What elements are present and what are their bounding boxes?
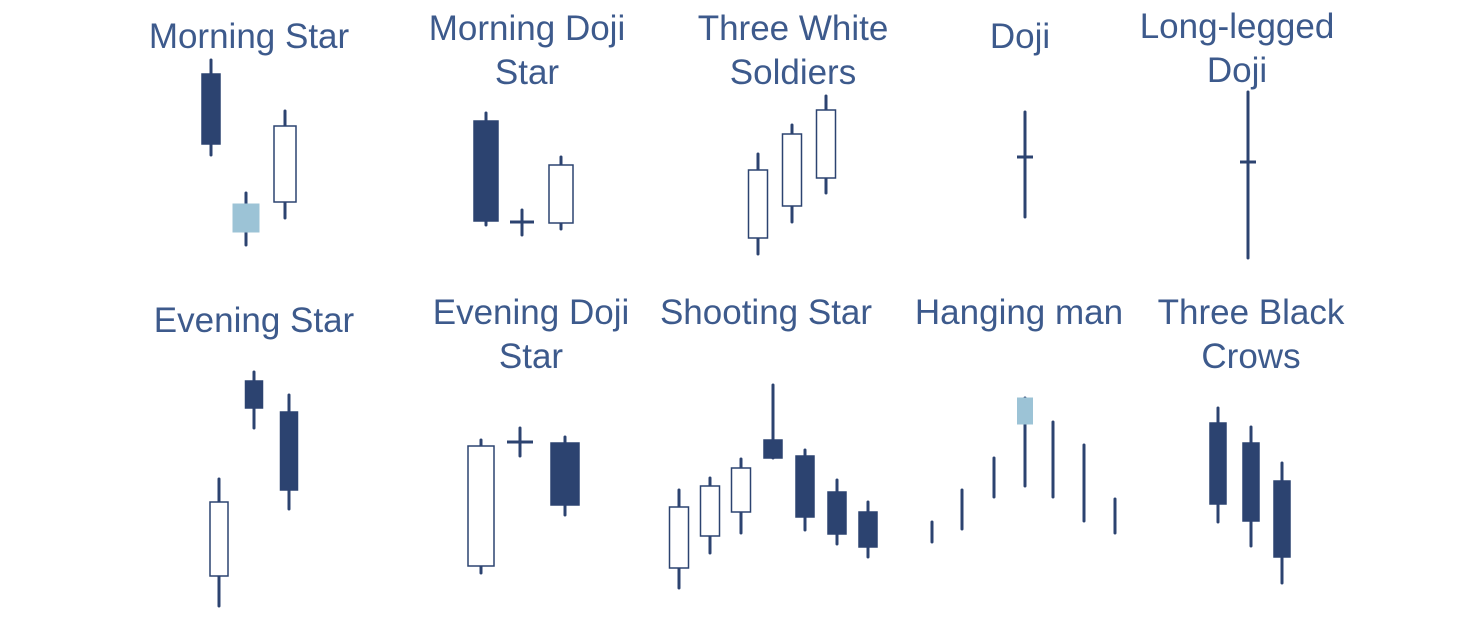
pattern-candles [201, 58, 1291, 608]
three-black-crows-candle-1 [1209, 406, 1227, 524]
evening-doji-star-candle-3 [550, 435, 580, 517]
doji-candles [1017, 110, 1033, 219]
long-legged-doji-candle-1 [1240, 90, 1256, 260]
three-white-soldiers-title-line: Soldiers [730, 53, 856, 92]
morning-doji-star-title-line: Star [495, 53, 560, 92]
three-black-crows-candle-3 [1273, 461, 1291, 585]
doji-candle-1 [1017, 110, 1033, 219]
candle-body [668, 506, 690, 569]
candle-body [209, 501, 229, 577]
candle-body [730, 467, 752, 513]
long-legged-doji-title-line: Long-legged [1140, 7, 1335, 46]
three-black-crows-title-line: Crows [1201, 337, 1300, 376]
candle-body [827, 491, 847, 535]
candle-body [548, 164, 574, 224]
morning-doji-star-candle-3 [548, 155, 574, 231]
morning-doji-star-candles [473, 111, 574, 237]
candle-body [699, 485, 721, 537]
long-legged-doji-title-line: Doji [1207, 51, 1267, 90]
long-legged-doji-title: Long-legged Doji [1140, 7, 1335, 90]
evening-star-candles [209, 370, 299, 608]
candle-body [763, 439, 783, 459]
evening-star-title: Evening Star [154, 301, 355, 340]
shooting-star-candles [668, 383, 878, 590]
evening-doji-star-title: Evening Doji Star [433, 293, 630, 376]
candle-body [201, 73, 221, 145]
shooting-star-candle-2 [699, 476, 721, 555]
three-black-crows-candle-2 [1242, 425, 1260, 548]
evening-doji-star-candle-2 [507, 426, 533, 458]
morning-star-candle-2 [232, 191, 260, 247]
candle-body [1209, 422, 1227, 505]
candle-body [795, 455, 815, 518]
three-white-soldiers-candle-2 [781, 123, 803, 224]
hanging-man-candle-4 [1017, 396, 1033, 488]
candle-body [858, 511, 878, 548]
candle-body [550, 442, 580, 506]
shooting-star-candle-3 [730, 457, 752, 535]
candle-body [781, 133, 803, 207]
shooting-star-title-line: Shooting Star [660, 293, 872, 332]
doji-title-line: Doji [990, 17, 1050, 56]
three-black-crows-candles [1209, 406, 1291, 585]
hanging-man-candles [930, 396, 1117, 544]
three-white-soldiers-candle-1 [747, 152, 769, 256]
morning-doji-star-candle-2 [510, 208, 534, 237]
shooting-star-title: Shooting Star [660, 293, 872, 332]
three-white-soldiers-candles [747, 94, 837, 256]
candle-body [473, 120, 499, 222]
candle-body [1273, 480, 1291, 558]
shooting-star-candle-5 [795, 448, 815, 532]
candle-body [279, 411, 299, 491]
candle-body [273, 125, 297, 203]
morning-doji-star-title: Morning Doji Star [429, 9, 625, 92]
candle-body [232, 203, 260, 233]
shooting-star-candle-1 [668, 488, 690, 590]
evening-star-candle-1 [209, 477, 229, 608]
evening-doji-star-title-line: Star [499, 337, 564, 376]
candle-body [467, 445, 495, 567]
candle-body [1017, 397, 1033, 425]
evening-star-candle-3 [279, 393, 299, 511]
three-black-crows-title: Three Black Crows [1158, 293, 1345, 376]
candle-body [1242, 442, 1260, 522]
morning-star-title-line: Morning Star [149, 17, 350, 56]
shooting-star-candle-6 [827, 478, 847, 546]
morning-doji-star-candle-1 [473, 111, 499, 227]
hanging-man-title-line: Hanging man [915, 293, 1123, 332]
shooting-star-candle-7 [858, 500, 878, 559]
evening-star-candle-2 [244, 370, 264, 430]
evening-star-title-line: Evening Star [154, 301, 355, 340]
morning-star-candles [201, 58, 297, 247]
hanging-man-title: Hanging man [915, 293, 1123, 332]
three-white-soldiers-title-line: Three White [698, 9, 889, 48]
evening-doji-star-candles [467, 426, 580, 575]
evening-doji-star-title-line: Evening Doji [433, 293, 630, 332]
candle-body [815, 109, 837, 179]
three-white-soldiers-candle-3 [815, 94, 837, 195]
evening-doji-star-candle-1 [467, 438, 495, 575]
morning-star-title: Morning Star [149, 17, 350, 56]
morning-doji-star-title-line: Morning Doji [429, 9, 625, 48]
morning-star-candle-3 [273, 109, 297, 220]
shooting-star-candle-4 [763, 383, 783, 460]
candle-body [747, 169, 769, 239]
doji-title: Doji [990, 17, 1050, 56]
morning-star-candle-1 [201, 58, 221, 157]
pattern-titles: Morning Star Morning Doji Star Three White S… [149, 7, 1345, 376]
long-legged-doji-candles [1240, 90, 1256, 260]
three-black-crows-title-line: Three Black [1158, 293, 1345, 332]
candle-body [244, 380, 264, 409]
three-white-soldiers-title: Three White Soldiers [698, 9, 889, 92]
